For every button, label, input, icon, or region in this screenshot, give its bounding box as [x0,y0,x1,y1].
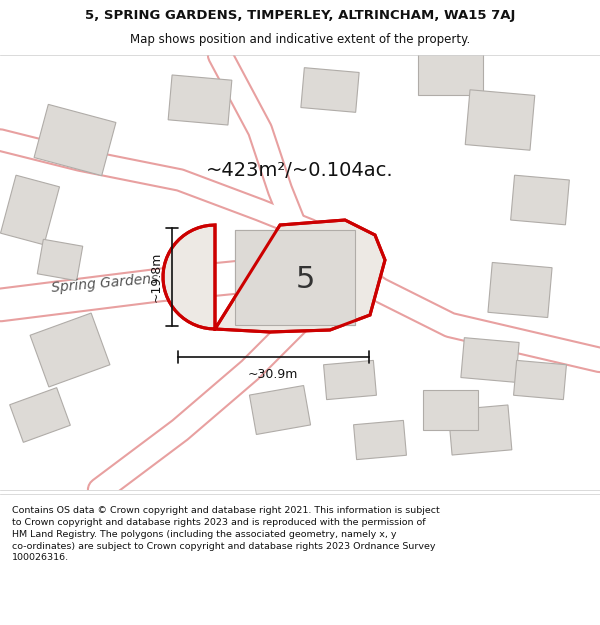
Polygon shape [168,75,232,125]
Text: ~19.8m: ~19.8m [149,252,163,302]
Polygon shape [301,68,359,112]
Polygon shape [488,262,552,318]
Text: Contains OS data © Crown copyright and database right 2021. This information is : Contains OS data © Crown copyright and d… [12,506,440,562]
Polygon shape [418,45,482,95]
Polygon shape [163,220,385,332]
Text: ~423m²/~0.104ac.: ~423m²/~0.104ac. [206,161,394,179]
Polygon shape [511,175,569,225]
Polygon shape [34,104,116,176]
Text: 5: 5 [295,266,314,294]
Polygon shape [235,229,355,324]
Polygon shape [250,386,311,434]
Polygon shape [448,405,512,455]
Text: Map shows position and indicative extent of the property.: Map shows position and indicative extent… [130,33,470,46]
Polygon shape [235,229,355,324]
Polygon shape [465,90,535,150]
Text: 5, SPRING GARDENS, TIMPERLEY, ALTRINCHAM, WA15 7AJ: 5, SPRING GARDENS, TIMPERLEY, ALTRINCHAM… [85,9,515,22]
Polygon shape [30,313,110,387]
Polygon shape [37,239,83,281]
Polygon shape [323,361,376,399]
Polygon shape [461,338,519,382]
Polygon shape [1,175,59,245]
Polygon shape [353,421,406,459]
Text: Spring Gardens: Spring Gardens [51,271,159,294]
Text: ~30.9m: ~30.9m [248,368,298,381]
Polygon shape [514,361,566,399]
Polygon shape [10,388,70,442]
Polygon shape [422,390,478,430]
